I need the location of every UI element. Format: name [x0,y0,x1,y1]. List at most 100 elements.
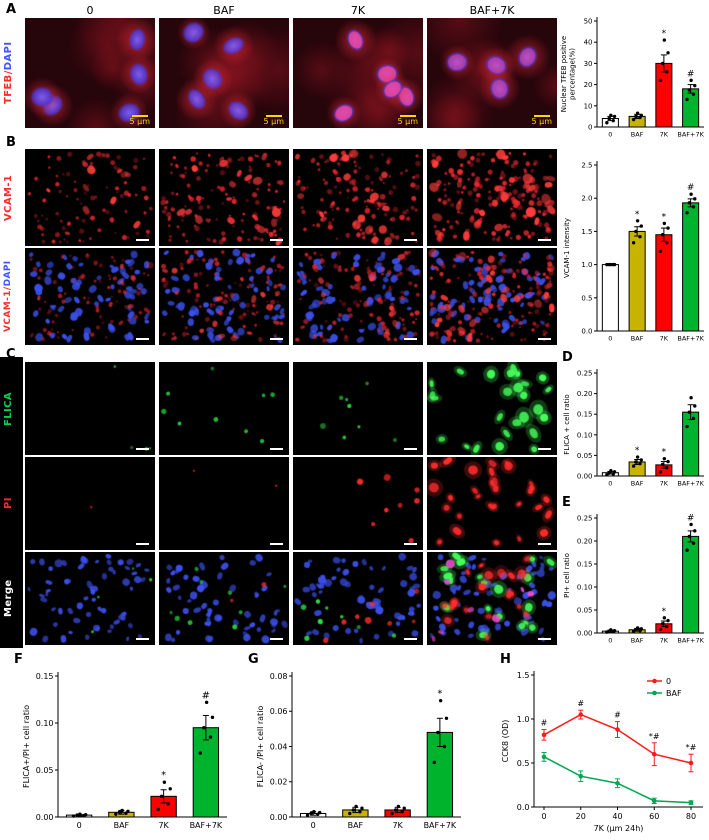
chart-svg: 0.00 0.05 0.10 0.15 0.20 0.25 PI+ cell ratio 0 B… [563,513,705,645]
micrograph-tfeb-7k: 5 μm [293,18,423,128]
svg-text:#: # [687,69,695,79]
svg-text:*: * [662,607,667,617]
micrograph-image [293,457,423,550]
svg-text:7K: 7K [660,335,669,343]
scale-bar-line [131,114,148,117]
micrograph-image [427,457,557,550]
svg-text:0: 0 [608,131,612,139]
svg-text:0.25: 0.25 [577,514,593,522]
svg-text:0.10: 0.10 [577,431,593,439]
svg-text:FLICA+/PI+ cell ratio: FLICA+/PI+ cell ratio [22,705,31,788]
svg-text:10: 10 [584,102,593,110]
micrograph-image [427,248,557,345]
svg-text:FLICA + cell ratio: FLICA + cell ratio [563,394,571,454]
micrograph-vcamdapi-baf [159,248,289,345]
column-header-7k: 7K [350,4,366,17]
micrograph-vcamdapi-0 [25,248,155,345]
svg-text:7K: 7K [392,821,403,830]
scale-bar: 5 μm [397,114,418,126]
micrograph-image [427,149,557,246]
svg-text:7K (μm 24h): 7K (μm 24h) [594,824,644,833]
micrograph-image [159,18,289,128]
svg-text:0: 0 [608,637,612,645]
chart-nuclear-tfeb-percentage: 0 10 20 30 40 50 Nuclear TFEB positivepercenta… [559,6,709,142]
micrograph-pi-baf7k [427,457,557,550]
chart-cck8-line: 0.0 0.5 1.0 1.5 0 20 40 60 80 7K (μm 24h) CCK8 (OD… [498,661,709,835]
svg-text:60: 60 [649,812,659,821]
panel-letter-C: C [6,347,16,362]
svg-text:0.5: 0.5 [581,294,592,302]
scale-bar [538,638,551,640]
row-label-pi: PI [3,497,14,510]
svg-text:0: 0 [666,677,671,686]
scale-bar-text: 5 μm [263,116,284,126]
svg-text:40: 40 [612,812,622,821]
scale-bar-text: 5 μm [397,116,418,126]
scale-bar [404,638,417,640]
svg-text:BAF+7K: BAF+7K [677,480,704,488]
svg-text:BAF+7K: BAF+7K [190,821,223,830]
svg-text:VCAM-1 intensity: VCAM-1 intensity [563,218,571,278]
svg-text:BAF+7K: BAF+7K [424,821,457,830]
column-header-baf7k: BAF+7K [469,4,515,17]
chart-svg: 0.00 0.05 0.10 0.15 0.20 0.25 FLICA + cell rat… [563,369,705,488]
micrograph-flica-baf7k [427,362,557,455]
row-label-flica: FLICA [3,391,14,426]
svg-text:0.20: 0.20 [577,537,593,545]
chart-pi-cell-ratio: 0.00 0.05 0.10 0.15 0.20 0.25 PI+ cell ratio 0 B… [559,503,709,648]
micrograph-image [159,362,289,455]
panel-letter-B: B [6,135,16,150]
svg-text:7K: 7K [660,637,669,645]
svg-text:#: # [687,513,695,523]
scale-bar: 5 μm [129,114,150,126]
column-header-baf: BAF [213,4,235,17]
svg-text:*: * [161,770,166,781]
scale-bar [538,543,551,545]
micrograph-image [25,248,155,345]
svg-text:BAF: BAF [631,131,644,139]
micrograph-merge-baf [159,552,289,645]
scale-bar [270,239,283,241]
micrograph-image [159,149,289,246]
svg-text:50: 50 [584,17,593,25]
svg-text:7K: 7K [158,821,169,830]
chart-flica-cell-ratio: 0.00 0.05 0.10 0.15 0.20 0.25 FLICA + cell rat… [559,358,709,491]
row-label-vcam1: VCAM-1 [3,149,18,246]
micrograph-merge-7k [293,552,423,645]
micrograph-tfeb-baf7k: 5 μm [427,18,557,128]
svg-text:1.5: 1.5 [581,228,592,236]
scale-bar [538,338,551,340]
svg-text:BAF: BAF [631,335,644,343]
scale-bar [538,239,551,241]
micrograph-image [159,248,289,345]
panel-letter-D: D [562,350,573,365]
svg-text:0.5: 0.5 [517,759,530,768]
svg-text:BAF+7K: BAF+7K [677,335,704,343]
svg-text:0.05: 0.05 [577,606,593,614]
micrograph-image [159,457,289,550]
chart-flica-pos-pi-pos-ratio: 0.00 0.05 0.10 0.15 FLICA+/PI+ cell ratio 0 BA… [16,661,232,835]
row-label-part: VCAM-1 [3,174,14,221]
row-label-tfeb-dapi: TFEB/DAPI [3,18,18,128]
svg-text:0.15: 0.15 [36,672,54,681]
svg-text:*: * [437,689,442,700]
micrograph-tfeb-baf: 5 μm [159,18,289,128]
svg-text:0.20: 0.20 [577,390,593,398]
chart-flica-neg-pi-pos-ratio: 0.00 0.02 0.04 0.06 0.08 FLICA- /PI+ cell rat… [250,661,466,835]
svg-text:0.00: 0.00 [36,813,54,822]
svg-text:FLICA- /PI+ cell ratio: FLICA- /PI+ cell ratio [256,706,265,788]
micrograph-vcam-0 [25,149,155,246]
svg-text:0.00: 0.00 [577,629,593,637]
svg-text:BAF: BAF [631,480,644,488]
micrograph-image [293,552,423,645]
micrograph-vcam-7k [293,149,423,246]
scale-bar [404,239,417,241]
row-label-merge: Merge [3,579,14,618]
micrograph-flica-0 [25,362,155,455]
svg-text:7K: 7K [660,131,669,139]
svg-text:BAF: BAF [348,821,364,830]
micrograph-image [427,362,557,455]
svg-text:0.25: 0.25 [577,369,593,377]
svg-text:#: # [541,719,548,728]
scale-bar [270,448,283,450]
